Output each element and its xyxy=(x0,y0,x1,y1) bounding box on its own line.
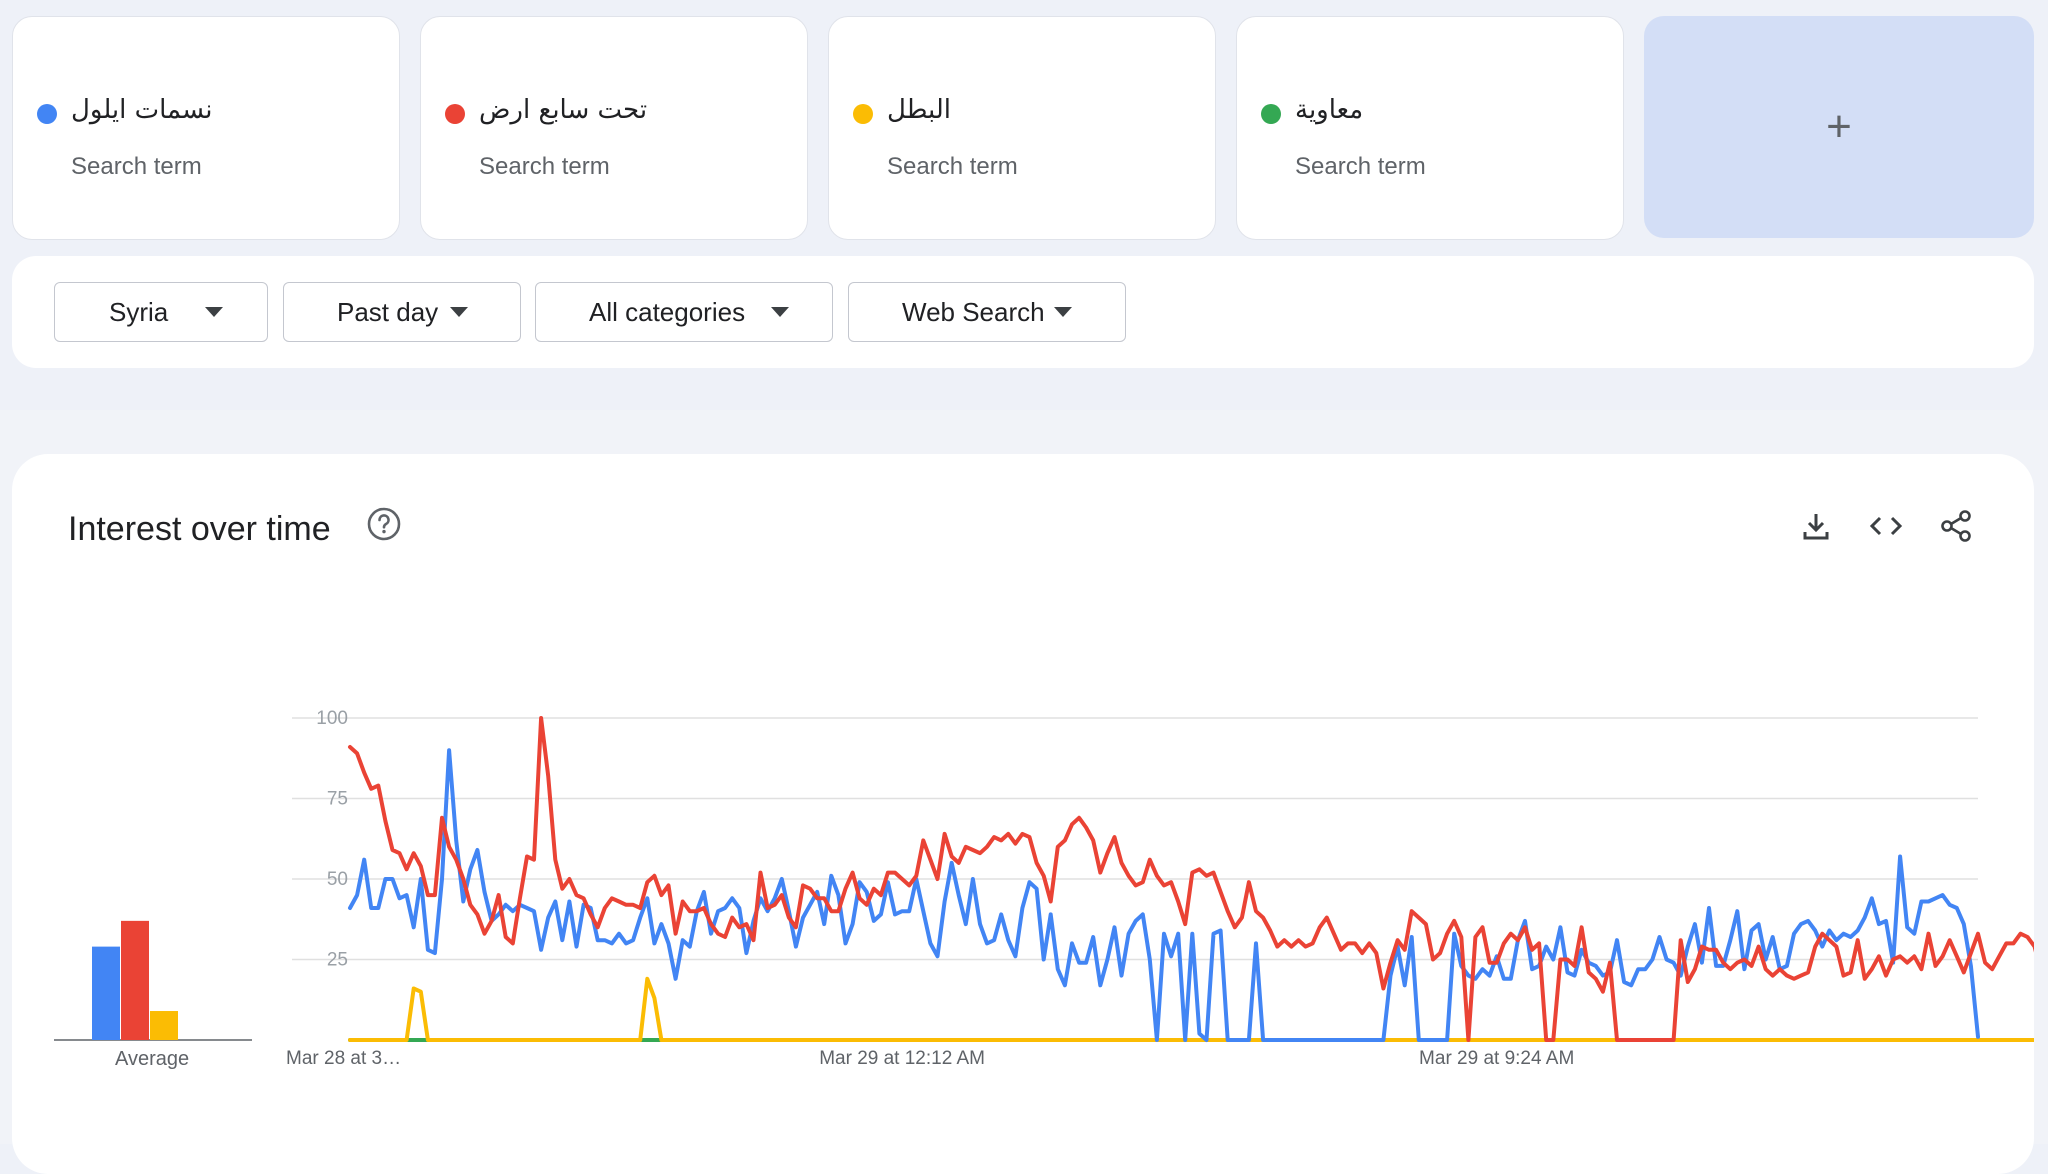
average-label: Average xyxy=(115,1048,190,1070)
term-type-label: Search term xyxy=(1295,153,1426,180)
y-tick-label: 75 xyxy=(327,789,348,810)
series-color-dot xyxy=(445,104,465,124)
term-name[interactable]: نسمات ايلول xyxy=(71,95,213,125)
y-tick-label: 50 xyxy=(327,869,348,890)
average-bar xyxy=(121,920,149,1040)
caret-down-icon xyxy=(771,307,789,317)
plus-icon: + xyxy=(1826,102,1852,151)
term-type-label: Search term xyxy=(479,153,610,180)
y-tick-label: 100 xyxy=(316,708,348,729)
add-comparison-button[interactable]: + xyxy=(1644,16,2034,238)
term-card-2[interactable]: تحت سابع ارض Search term xyxy=(420,16,808,240)
interest-chart[interactable]: 25 50 75 100 Mar 28 at 3… Mar 29 at 12:12 AM M… xyxy=(12,454,2034,1144)
term-card-3[interactable]: البطل Search term xyxy=(828,16,1216,240)
filter-label: Past day xyxy=(337,296,439,327)
search-type-filter-dropdown[interactable]: Web Search xyxy=(848,282,1126,342)
caret-down-icon xyxy=(205,307,223,317)
series-line-3 xyxy=(348,976,2034,1042)
series-line-2 xyxy=(348,716,2034,1042)
region-filter-dropdown[interactable]: Syria xyxy=(54,282,268,342)
term-name[interactable]: تحت سابع ارض xyxy=(479,95,648,125)
average-bar xyxy=(150,1011,178,1040)
filter-bar: Syria Past day All categories Web Search xyxy=(12,256,2034,368)
filter-label: All categories xyxy=(589,296,746,327)
embed-code-icon[interactable] xyxy=(1868,508,1904,544)
share-icon[interactable] xyxy=(1938,508,1974,544)
help-circle-icon[interactable] xyxy=(366,506,402,542)
term-name[interactable]: البطل xyxy=(887,95,952,125)
caret-down-icon xyxy=(450,307,468,317)
term-type-label: Search term xyxy=(887,153,1018,180)
series-color-dot xyxy=(1261,104,1281,124)
x-tick-label: Mar 28 at 3… xyxy=(286,1048,401,1069)
series-line-1 xyxy=(348,748,1980,1042)
term-card-1[interactable]: نسمات ايلول Search term xyxy=(12,16,400,240)
series-color-dot xyxy=(853,104,873,124)
series-color-dot xyxy=(37,104,57,124)
filter-label: Web Search xyxy=(902,296,1045,327)
caret-down-icon xyxy=(1054,307,1072,317)
term-card-4[interactable]: معاوية Search term xyxy=(1236,16,1624,240)
average-bar xyxy=(92,946,120,1040)
x-tick-label: Mar 29 at 9:24 AM xyxy=(1419,1048,1574,1069)
interest-over-time-card: Interest over time 25 50 75 100 Mar 28 at 3…… xyxy=(12,454,2034,1174)
download-icon[interactable] xyxy=(1798,508,1834,544)
x-tick-label: Mar 29 at 12:12 AM xyxy=(819,1048,985,1069)
filter-label: Syria xyxy=(109,296,169,327)
category-filter-dropdown[interactable]: All categories xyxy=(535,282,833,342)
y-tick-label: 25 xyxy=(327,950,348,971)
term-type-label: Search term xyxy=(71,153,202,180)
term-name[interactable]: معاوية xyxy=(1295,95,1364,125)
chart-title: Interest over time xyxy=(68,510,331,548)
time-range-filter-dropdown[interactable]: Past day xyxy=(283,282,521,342)
